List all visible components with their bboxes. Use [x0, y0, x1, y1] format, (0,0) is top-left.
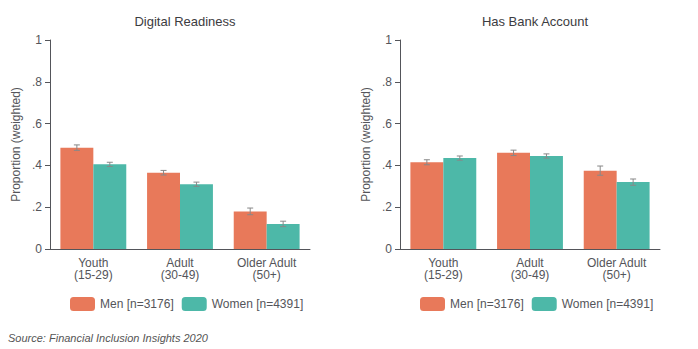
svg-text:(50+): (50+) — [252, 268, 280, 282]
svg-text:Digital Readiness: Digital Readiness — [134, 14, 236, 29]
svg-text:0: 0 — [35, 242, 42, 256]
svg-text:.4: .4 — [32, 158, 42, 172]
svg-text:Men [n=3176]: Men [n=3176] — [450, 297, 524, 311]
svg-text:(30-49): (30-49) — [511, 268, 550, 282]
svg-text:.8: .8 — [32, 75, 42, 89]
svg-text:Source: Financial Inclusion In: Source: Financial Inclusion Insights 202… — [8, 332, 209, 344]
svg-text:(50+): (50+) — [602, 268, 630, 282]
svg-text:1: 1 — [35, 33, 42, 47]
svg-text:Proportion (weighted): Proportion (weighted) — [9, 87, 23, 202]
svg-text:.2: .2 — [32, 200, 42, 214]
svg-text:Youth: Youth — [78, 256, 109, 270]
svg-text:Adult: Adult — [516, 256, 544, 270]
svg-text:Men [n=3176]: Men [n=3176] — [100, 297, 174, 311]
svg-text:Youth: Youth — [428, 256, 459, 270]
svg-text:Older Adult: Older Adult — [237, 256, 297, 270]
svg-text:.6: .6 — [382, 117, 392, 131]
svg-text:(15-29): (15-29) — [424, 268, 463, 282]
svg-text:.4: .4 — [382, 158, 392, 172]
svg-text:.8: .8 — [382, 75, 392, 89]
svg-text:.6: .6 — [32, 117, 42, 131]
svg-text:Older Adult: Older Adult — [587, 256, 647, 270]
svg-text:0: 0 — [385, 242, 392, 256]
svg-text:Proportion (weighted): Proportion (weighted) — [359, 87, 373, 202]
svg-text:Has Bank Account: Has Bank Account — [482, 14, 589, 29]
svg-text:(30-49): (30-49) — [161, 268, 200, 282]
svg-text:Adult: Adult — [166, 256, 194, 270]
svg-text:1: 1 — [385, 33, 392, 47]
svg-text:(15-29): (15-29) — [74, 268, 113, 282]
svg-text:.2: .2 — [382, 200, 392, 214]
svg-text:Women [n=4391]: Women [n=4391] — [212, 297, 304, 311]
svg-text:Women [n=4391]: Women [n=4391] — [562, 297, 654, 311]
